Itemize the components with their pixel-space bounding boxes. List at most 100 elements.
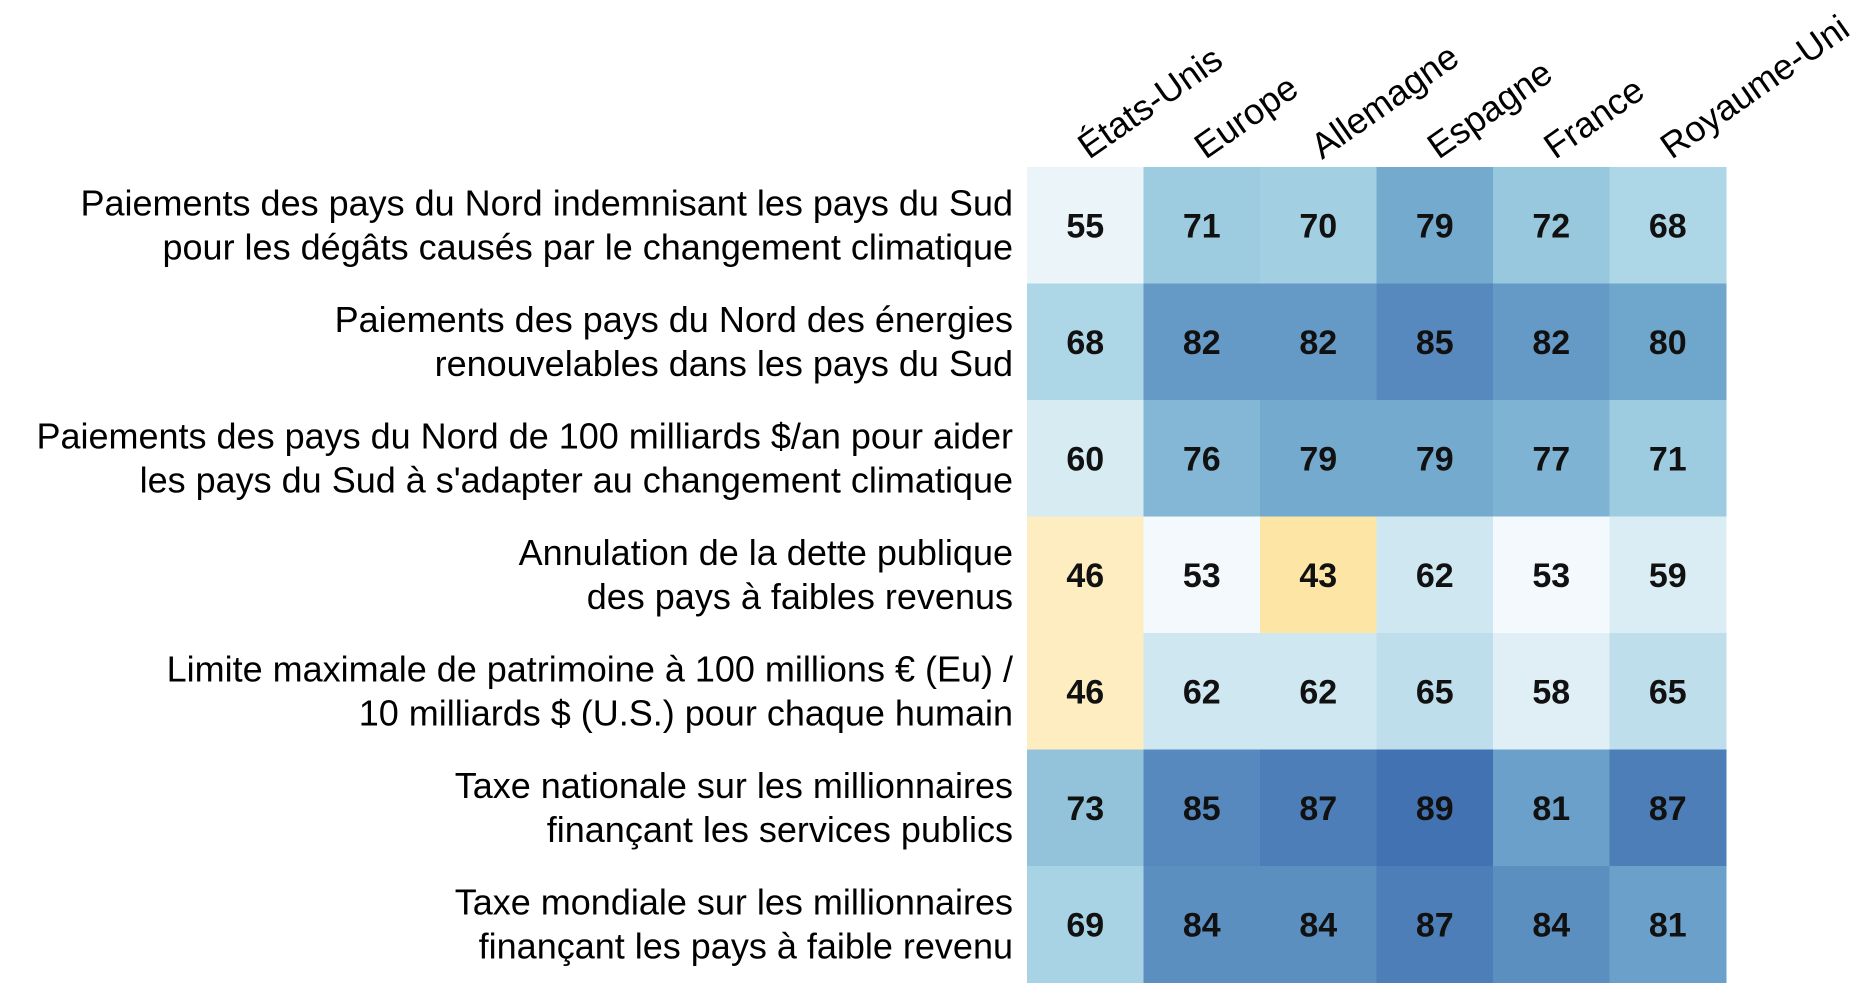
heatmap-cell [1027, 167, 1144, 284]
row-label-line: Paiements des pays du Nord de 100 millia… [36, 415, 1013, 456]
heatmap-cell [1027, 283, 1144, 401]
cell-value-label: 71 [1183, 207, 1221, 245]
heatmap-cell [1143, 283, 1261, 401]
cell-value-label: 59 [1649, 557, 1687, 595]
heatmap-cell [1376, 749, 1494, 867]
row-label-line: Limite maximale de patrimoine à 100 mill… [167, 648, 1013, 689]
heatmap-cell [1376, 167, 1494, 284]
heatmap-cell [1493, 633, 1610, 750]
cell-value-label: 87 [1416, 906, 1454, 944]
heatmap-cell [1260, 167, 1377, 284]
row-label: Annulation de la dette publique des pays … [519, 532, 1013, 617]
heatmap-cell [1143, 167, 1261, 284]
row-label: Paiements des pays du Nord de 100 millia… [36, 415, 1013, 500]
cell-value-label: 62 [1183, 673, 1221, 711]
heatmap-cell [1493, 749, 1610, 867]
heatmap-cell [1143, 516, 1261, 634]
cell-value-label: 46 [1066, 557, 1104, 595]
heatmap-cell [1143, 400, 1261, 517]
row-label: Taxe mondiale sur les millionnaires finan… [455, 881, 1013, 966]
cell-value-label: 55 [1066, 207, 1104, 245]
heatmap-cell [1609, 283, 1727, 401]
cell-value-label: 80 [1649, 324, 1687, 362]
cell-value-label: 70 [1299, 207, 1337, 245]
cell-value-label: 46 [1066, 673, 1104, 711]
row-label: Paiements des pays du Nord indemnisant l… [80, 182, 1013, 267]
row-label: Taxe nationale sur les millionnaires fina… [455, 765, 1013, 850]
heatmap-cell [1609, 749, 1727, 867]
cell-value-label: 62 [1416, 557, 1454, 595]
row-label-line: 10 milliards $ (U.S.) pour chaque humain [359, 692, 1013, 733]
cell-value-label: 82 [1532, 324, 1570, 362]
heatmap-cell [1376, 516, 1494, 634]
heatmap-cell [1260, 633, 1377, 750]
cell-value-label: 87 [1299, 790, 1337, 828]
row-label-line: Taxe nationale sur les millionnaires [455, 765, 1013, 806]
heatmap-cell [1260, 283, 1377, 401]
cell-value-label: 89 [1416, 790, 1454, 828]
heatmap-cell [1027, 400, 1144, 517]
row-label: Paiements des pays du Nord des énergies r… [335, 299, 1013, 384]
row-label-line: des pays à faibles revenus [587, 576, 1013, 617]
heatmap-cell [1376, 866, 1494, 983]
cell-value-label: 84 [1532, 906, 1570, 944]
cell-value-label: 79 [1299, 440, 1337, 478]
heatmap-cell [1493, 400, 1610, 517]
cell-value-label: 72 [1532, 207, 1570, 245]
column-label: Royaume-Uni [1653, 7, 1857, 167]
row-label-line: finançant les services publics [547, 809, 1013, 850]
heatmap-cell [1493, 516, 1610, 634]
cell-value-label: 65 [1416, 673, 1454, 711]
cell-value-label: 81 [1532, 790, 1570, 828]
heatmap-cell [1260, 866, 1377, 983]
heatmap-cell [1493, 167, 1610, 284]
heatmap-cell [1260, 516, 1377, 634]
row-label-line: Paiements des pays du Nord des énergies [335, 299, 1013, 340]
cell-value-label: 73 [1066, 790, 1104, 828]
cell-value-label: 84 [1183, 906, 1221, 944]
heatmap-cell [1143, 633, 1261, 750]
heatmap-cell [1609, 866, 1727, 983]
heatmap-cell [1027, 516, 1144, 634]
heatmap-cell [1143, 866, 1261, 983]
cell-value-label: 68 [1649, 207, 1687, 245]
cell-value-label: 60 [1066, 440, 1104, 478]
cell-value-label: 81 [1649, 906, 1687, 944]
heatmap-cell [1376, 633, 1494, 750]
cell-value-label: 71 [1649, 440, 1687, 478]
cell-value-label: 87 [1649, 790, 1687, 828]
heatmap-cell [1609, 633, 1727, 750]
heatmap-cell [1027, 633, 1144, 750]
heatmap-cell [1376, 283, 1494, 401]
cell-value-label: 53 [1532, 557, 1570, 595]
cell-value-label: 84 [1299, 906, 1337, 944]
cell-value-label: 82 [1183, 324, 1221, 362]
heatmap-cell [1493, 866, 1610, 983]
cell-value-label: 68 [1066, 324, 1104, 362]
cell-value-label: 85 [1416, 324, 1454, 362]
heatmap-cell [1260, 400, 1377, 517]
cell-value-label: 65 [1649, 673, 1687, 711]
cell-value-label: 85 [1183, 790, 1221, 828]
row-label-line: pour les dégâts causés par le changement… [163, 226, 1014, 267]
row-label-line: Taxe mondiale sur les millionnaires [455, 881, 1013, 922]
heatmap-cell [1609, 167, 1727, 284]
heatmap-cell [1143, 749, 1261, 867]
row-label-line: les pays du Sud à s'adapter au changemen… [140, 459, 1013, 500]
heatmap-cell [1609, 516, 1727, 634]
row-label-line: finançant les pays à faible revenu [479, 925, 1013, 966]
row-label-line: Paiements des pays du Nord indemnisant l… [80, 182, 1013, 223]
heatmap-cells: 55 71 70 79 72 68 68 82 82 85 82 80 60 76 79 79 77 71 46 53… [1027, 167, 1727, 983]
heatmap-cell [1260, 749, 1377, 867]
row-label-line: Annulation de la dette publique [519, 532, 1013, 573]
row-labels: Paiements des pays du Nord indemnisant l… [36, 182, 1013, 966]
cell-value-label: 79 [1416, 207, 1454, 245]
heatmap-cell [1609, 400, 1727, 517]
row-label: Limite maximale de patrimoine à 100 mill… [167, 648, 1013, 733]
row-label-line: renouvelables dans les pays du Sud [435, 343, 1013, 384]
cell-value-label: 53 [1183, 557, 1221, 595]
cell-value-label: 77 [1532, 440, 1570, 478]
cell-value-label: 43 [1299, 557, 1337, 595]
cell-value-label: 69 [1066, 906, 1104, 944]
